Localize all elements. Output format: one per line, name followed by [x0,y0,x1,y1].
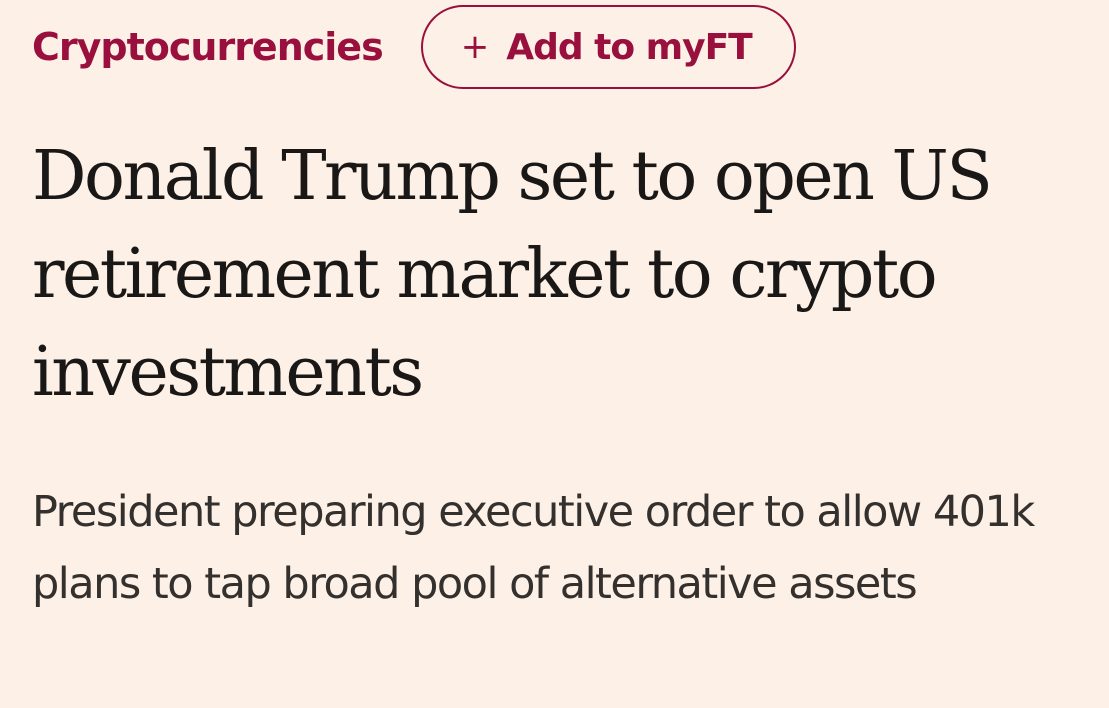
article-standfirst: President preparing executive order to a… [32,487,1035,609]
add-to-myft-button[interactable]: + Add to myFT [420,5,796,89]
article-headline: Donald Trump set to open US retirement m… [32,137,993,412]
topic-link[interactable]: Cryptocurrencies [32,25,384,69]
add-to-myft-label: Add to myFT [506,26,753,68]
plus-icon: + [460,27,489,67]
article-header-row: Cryptocurrencies + Add to myFT [32,4,796,90]
